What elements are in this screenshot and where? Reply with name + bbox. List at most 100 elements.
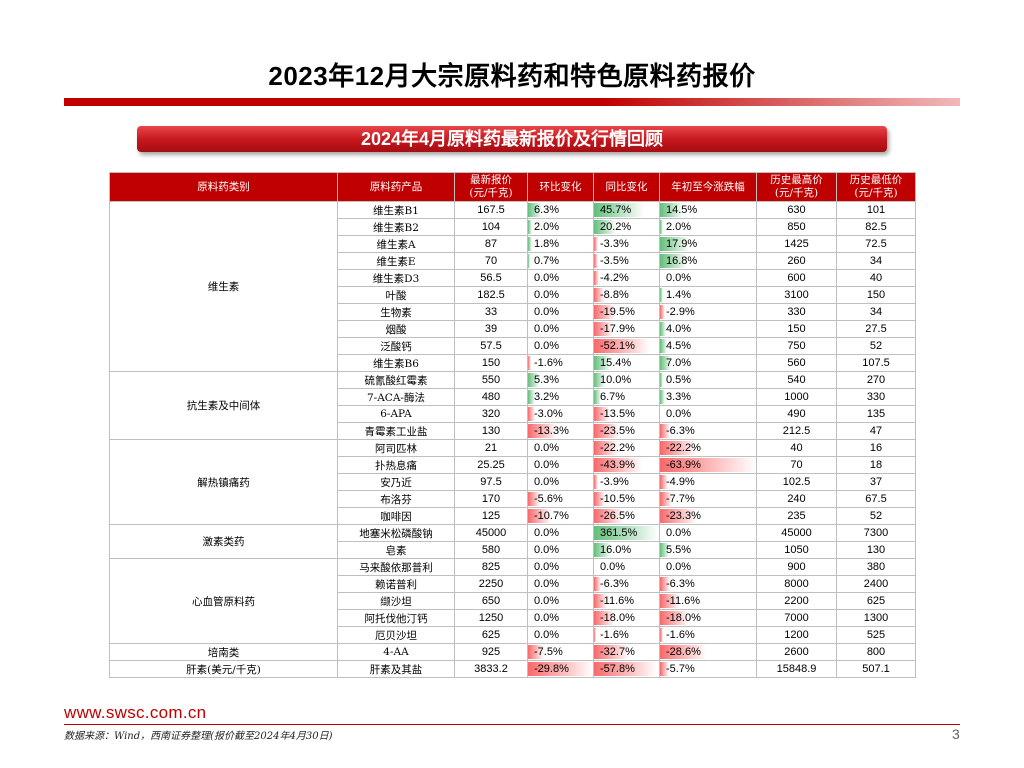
ytd-cell: -28.6% — [659, 643, 757, 661]
ytd-cell: 4.0% — [659, 320, 757, 338]
ytd-value: 1.4% — [666, 289, 692, 301]
ytd-value: 3.3% — [666, 391, 692, 403]
mom-data-bar — [528, 424, 557, 438]
table-row: 维生素B2 104 2.0% 20.2% 2.0% 850 82.5 — [110, 218, 916, 236]
yoy-data-bar — [594, 441, 619, 455]
ytd-cell: 0.0% — [659, 405, 757, 423]
yoy-cell: -17.9% — [593, 320, 660, 338]
yoy-value: -8.8% — [600, 289, 629, 301]
yoy-data-bar — [594, 492, 606, 506]
price-cell: 3833.2 — [454, 660, 528, 678]
mom-cell: 5.3% — [527, 371, 594, 389]
ytd-cell: 0.0% — [659, 269, 757, 287]
high-price-cell: 1425 — [756, 235, 837, 253]
mom-value: 0.0% — [534, 289, 560, 301]
yoy-cell: -22.2% — [593, 439, 660, 457]
mom-value: -3.0% — [534, 408, 563, 420]
low-price-cell: 507.1 — [836, 660, 916, 678]
ytd-cell: 3.3% — [659, 388, 757, 406]
yoy-value: 20.2% — [600, 221, 632, 233]
mom-cell: 6.3% — [527, 201, 594, 219]
low-price-cell: 625 — [836, 592, 916, 610]
table-row: 解热镇痛药 阿司匹林 21 0.0% -22.2% -22.2% 40 16 — [109, 439, 916, 525]
product-cell: 维生素D3 — [337, 269, 455, 287]
mom-data-bar — [528, 220, 533, 234]
ytd-value: 17.9% — [666, 238, 698, 250]
high-price-cell: 2200 — [756, 592, 837, 610]
ytd-value: 0.0% — [666, 408, 692, 420]
mom-value: -10.7% — [534, 510, 569, 522]
table-header-row: 原料药类别 原料药产品 最新报价 (元/千克) 环比变化 同比变化 年初至今涨跌… — [109, 172, 916, 202]
low-price-cell: 330 — [836, 388, 916, 406]
low-price-cell: 34 — [836, 303, 916, 321]
data-source-note: 数据来源：Wind，西南证券整理(报价截至2024年4月30日) — [64, 731, 333, 742]
yoy-cell: 10.0% — [593, 371, 660, 389]
price-cell: 167.5 — [454, 201, 528, 219]
mom-data-bar — [528, 203, 542, 217]
yoy-value: -32.7% — [600, 646, 635, 658]
high-price-cell: 3100 — [756, 286, 837, 304]
mom-data-bar — [528, 662, 593, 676]
price-cell: 104 — [454, 218, 528, 236]
ytd-value: -18.0% — [666, 612, 701, 624]
ytd-cell: 0.0% — [659, 524, 757, 542]
table-row: 激素类药 地塞米松磷酸钠 45000 0.0% 361.5% 0.0% 45000 7300 — [109, 524, 916, 559]
mom-value: -1.6% — [534, 357, 563, 369]
product-cell: 维生素B1 — [337, 201, 455, 219]
product-cell: 扑热息痛 — [337, 456, 455, 474]
yoy-cell: -11.6% — [593, 592, 660, 610]
product-cell: 肝素及其盐 — [337, 660, 455, 678]
ytd-data-bar — [660, 288, 663, 302]
category-cell: 培南类 — [109, 643, 338, 661]
ytd-cell: -7.7% — [659, 490, 757, 508]
low-price-cell: 135 — [836, 405, 916, 423]
yoy-data-bar — [594, 203, 644, 217]
mom-cell: 0.7% — [527, 252, 594, 270]
mom-value: 0.0% — [534, 578, 560, 590]
yoy-data-bar — [594, 526, 659, 540]
yoy-cell: -18.0% — [593, 609, 660, 627]
yoy-data-bar — [594, 543, 612, 557]
product-cell: 安乃近 — [337, 473, 455, 491]
mom-value: 0.0% — [534, 340, 560, 352]
low-price-cell: 37 — [836, 473, 916, 491]
low-price-cell: 40 — [836, 269, 916, 287]
footer-logo: www.swsc.com.cn — [64, 703, 207, 722]
yoy-data-bar — [594, 220, 616, 234]
footer-rule — [64, 724, 960, 725]
ytd-cell: -18.0% — [659, 609, 757, 627]
low-price-cell: 107.5 — [836, 354, 916, 372]
mom-cell: 0.0% — [527, 592, 594, 610]
price-cell: 25.25 — [454, 456, 528, 474]
ytd-value: -63.9% — [666, 459, 701, 471]
yoy-value: -3.5% — [600, 255, 629, 267]
ytd-value: 0.5% — [666, 374, 692, 386]
ytd-data-bar — [660, 645, 706, 659]
low-price-cell: 7300 — [836, 524, 916, 542]
header-mom: 环比变化 — [527, 172, 594, 202]
ytd-cell: -11.6% — [659, 592, 757, 610]
product-cell: 维生素E — [337, 252, 455, 270]
yoy-cell: -10.5% — [593, 490, 660, 508]
ytd-data-bar — [660, 611, 689, 625]
price-cell: 2250 — [454, 575, 528, 593]
ytd-data-bar — [660, 237, 689, 251]
low-price-cell: 34 — [836, 252, 916, 270]
product-cell: 6-APA — [337, 405, 455, 423]
ytd-value: 16.8% — [666, 255, 698, 267]
page-number: 3 — [952, 726, 960, 742]
ytd-value: -23.3% — [666, 510, 701, 522]
mom-cell: 0.0% — [527, 286, 594, 304]
header-low: 历史最低价 (元/千克) — [836, 172, 916, 202]
ytd-cell: -22.2% — [659, 439, 757, 457]
ytd-data-bar — [660, 577, 671, 591]
product-cell: 4-AA — [337, 643, 455, 661]
category-cell: 维生素 — [109, 201, 338, 372]
mom-data-bar — [528, 492, 541, 506]
price-cell: 70 — [454, 252, 528, 270]
product-cell: 布洛芬 — [337, 490, 455, 508]
table-row: 心血管原料药 马来酸依那普利 825 0.0% 0.0% 0.0% 900 380 — [109, 558, 916, 644]
yoy-data-bar — [594, 373, 605, 387]
header-category: 原料药类别 — [109, 172, 338, 202]
yoy-data-bar — [594, 288, 604, 302]
